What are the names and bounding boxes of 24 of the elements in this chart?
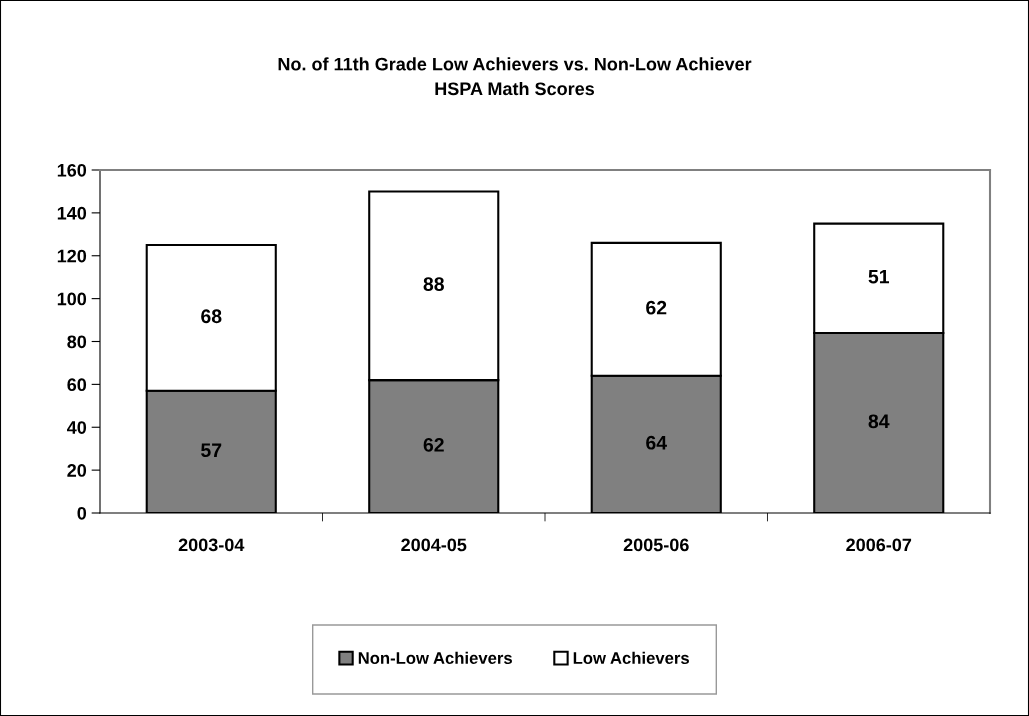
data-label: 62 xyxy=(423,437,444,452)
data-label: 62 xyxy=(646,300,667,315)
data-label: 84 xyxy=(868,414,890,429)
y-tick-label: 20 xyxy=(67,464,87,477)
y-tick-label: 40 xyxy=(67,421,87,434)
x-tick-label: 2005-06 xyxy=(623,538,689,552)
x-tick-label: 2004-05 xyxy=(401,538,467,552)
y-tick-label: 60 xyxy=(67,378,87,392)
x-tick-label: 2006-07 xyxy=(846,538,912,552)
data-label: 88 xyxy=(423,277,444,291)
data-label: 57 xyxy=(201,443,222,458)
x-tick-label: 2003-04 xyxy=(178,538,245,552)
legend-label: Non-Low Achievers xyxy=(358,651,512,664)
y-tick-label: 120 xyxy=(57,249,87,263)
y-tick-label: 0 xyxy=(77,506,87,520)
chart-title: No. of 11th Grade Low Achievers vs. Non-Low Achiever HSPA Math Scores xyxy=(278,57,752,96)
legend-label: Low Achievers xyxy=(573,651,689,664)
data-label: 64 xyxy=(646,435,667,450)
y-tick-label: 80 xyxy=(67,335,87,349)
data-label: 68 xyxy=(201,309,222,324)
y-tick-label: 100 xyxy=(57,292,87,306)
data-label: 51 xyxy=(868,269,890,284)
y-tick-label: 140 xyxy=(57,206,87,220)
y-tick-label: 160 xyxy=(57,163,87,177)
